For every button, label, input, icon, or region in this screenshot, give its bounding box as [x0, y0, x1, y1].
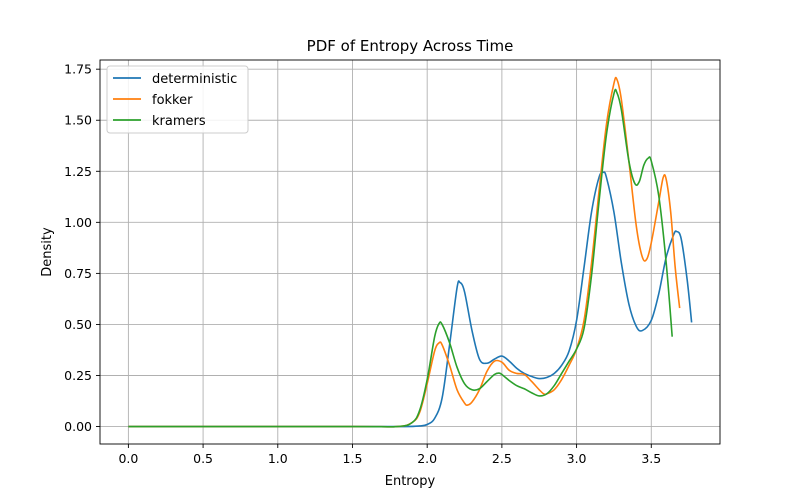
legend-label-fokker: fokker [152, 93, 193, 108]
y-tick-label: 1.75 [64, 62, 92, 77]
series-layer [128, 76, 693, 428]
x-axis-label: Entropy [385, 474, 436, 489]
series-line-deterministic [128, 171, 693, 428]
y-tick-label: 0.75 [64, 266, 92, 281]
legend-label-kramers: kramers [152, 114, 206, 129]
x-tick-label: 1.0 [268, 451, 288, 466]
y-axis-label: Density [40, 227, 55, 277]
y-tick-label: 0.25 [64, 368, 92, 383]
legend: deterministic fokker kramers [106, 65, 249, 134]
x-tick-label: 2.5 [492, 451, 512, 466]
chart-title: PDF of Entropy Across Time [307, 37, 514, 55]
x-tick-label: 3.0 [567, 451, 587, 466]
legend-box [106, 65, 249, 134]
series-line-fokker [128, 76, 681, 428]
y-tick-label: 1.25 [64, 164, 92, 179]
plot-frame [99, 59, 721, 445]
x-tick-label: 3.5 [641, 451, 661, 466]
y-ticks: 0.00 0.25 0.50 0.75 1.00 1.25 1.50 1.75 [64, 62, 100, 434]
series-line-kramers [128, 88, 673, 428]
x-ticks: 0.0 0.5 1.0 1.5 2.0 2.5 3.0 3.5 [118, 444, 661, 466]
y-tick-label: 1.00 [64, 215, 92, 230]
y-tick-label: 0.00 [64, 419, 92, 434]
x-tick-label: 2.0 [417, 451, 437, 466]
x-tick-label: 1.5 [343, 451, 363, 466]
x-tick-label: 0.5 [193, 451, 213, 466]
y-tick-label: 0.50 [64, 317, 92, 332]
x-tick-label: 0.0 [118, 451, 138, 466]
legend-label-deterministic: deterministic [152, 72, 237, 87]
y-tick-label: 1.50 [64, 113, 92, 128]
